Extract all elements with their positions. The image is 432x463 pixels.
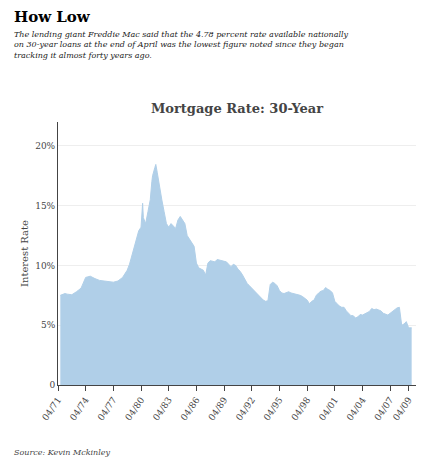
- svg-text:20%: 20%: [35, 141, 55, 151]
- svg-text:15%: 15%: [35, 201, 55, 211]
- svg-text:Interest Rate: Interest Rate: [19, 220, 30, 287]
- svg-text:04/92: 04/92: [234, 395, 257, 422]
- svg-text:04/09: 04/09: [391, 395, 414, 422]
- svg-text:Mortgage Rate: 30-Year: Mortgage Rate: 30-Year: [151, 101, 323, 116]
- svg-text:Source: Kevin Mckinley: Source: Kevin Mckinley: [14, 448, 111, 457]
- svg-text:04/01: 04/01: [317, 395, 340, 422]
- svg-text:How Low: How Low: [14, 8, 91, 26]
- svg-text:04/74: 04/74: [68, 395, 91, 422]
- svg-text:04/83: 04/83: [151, 395, 174, 422]
- svg-text:04/77: 04/77: [96, 395, 119, 422]
- svg-text:04/04: 04/04: [345, 395, 368, 422]
- svg-text:04/80: 04/80: [123, 395, 146, 422]
- svg-text:04/98: 04/98: [289, 395, 312, 422]
- svg-text:04/71: 04/71: [40, 395, 63, 422]
- svg-text:04/07: 04/07: [372, 395, 395, 422]
- svg-text:5%: 5%: [41, 320, 56, 330]
- svg-text:0: 0: [49, 380, 55, 390]
- svg-text:04/86: 04/86: [179, 395, 202, 422]
- svg-text:04/95: 04/95: [262, 395, 285, 422]
- svg-text:04/89: 04/89: [206, 395, 229, 422]
- svg-text:10%: 10%: [35, 261, 55, 271]
- svg-text:The lending giant Freddie Mac: The lending giant Freddie Mac said that …: [14, 30, 349, 60]
